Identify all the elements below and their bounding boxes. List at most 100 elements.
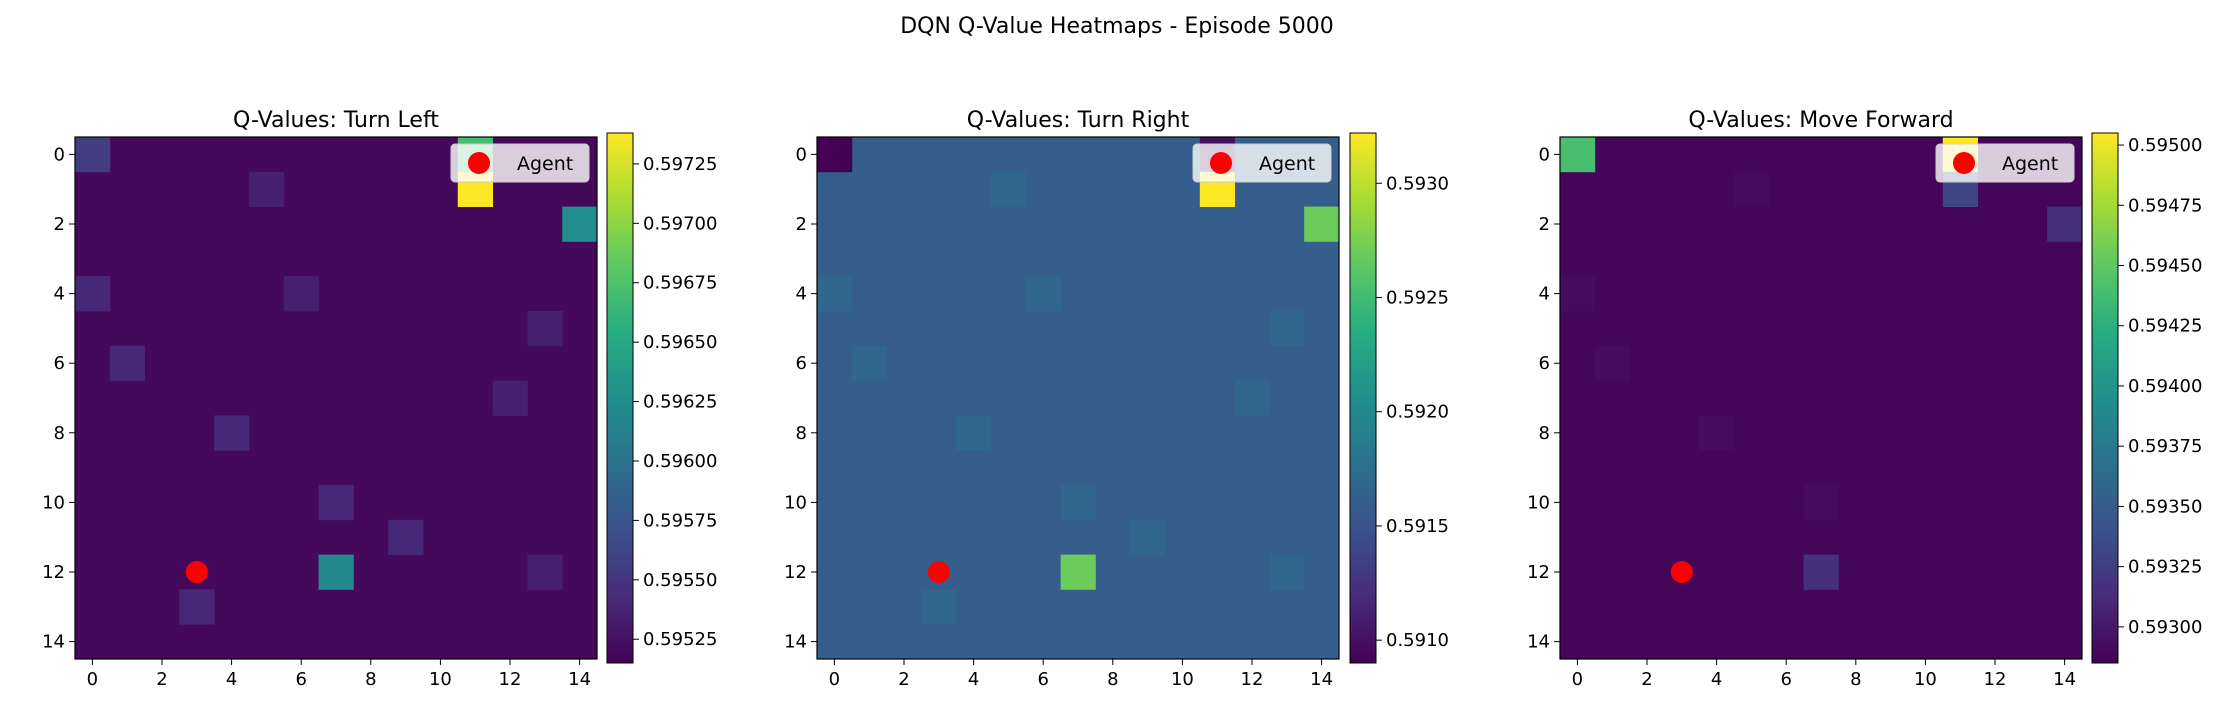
- heatmap-cell: [1025, 276, 1061, 312]
- colorbar-tick-label: 0.5915: [1386, 516, 1449, 537]
- legend: Agent: [450, 143, 590, 183]
- heatmap-cell: [75, 137, 111, 173]
- x-tick-label: 8: [365, 669, 376, 690]
- colorbar-tick-label: 0.59475: [2128, 195, 2202, 216]
- heatmap-cell: [1060, 554, 1096, 590]
- legend-label: Agent: [2002, 153, 2058, 175]
- heatmap-cell: [1130, 519, 1166, 555]
- heatmap-cell: [1594, 345, 1630, 381]
- x-tick-label: 10: [1914, 669, 1937, 690]
- heatmap-cell: [179, 589, 215, 625]
- y-tick-label: 6: [1539, 353, 1550, 374]
- x-tick-label: 10: [429, 669, 452, 690]
- axes-frame: [1559, 136, 2083, 660]
- y-tick-label: 14: [42, 632, 65, 653]
- y-tick-label: 12: [1527, 562, 1550, 583]
- heatmap-cell: [75, 276, 111, 312]
- y-tick-label: 8: [54, 423, 65, 444]
- heatmap-cell: [921, 589, 957, 625]
- x-tick-label: 4: [1711, 669, 1722, 690]
- colorbar-tick-label: 0.59550: [643, 570, 717, 591]
- heatmap-cell: [817, 137, 853, 173]
- x-tick-label: 14: [1310, 669, 1333, 690]
- heatmap-cell: [1234, 380, 1270, 416]
- y-tick-label: 4: [796, 284, 807, 305]
- y-tick-label: 12: [784, 562, 807, 583]
- colorbar-tick-label: 0.59675: [643, 273, 717, 294]
- heatmap-cell: [214, 415, 250, 451]
- x-tick-label: 6: [1037, 669, 1048, 690]
- figure-title: DQN Q-Value Heatmaps - Episode 5000: [900, 14, 1334, 39]
- y-tick-label: 8: [796, 423, 807, 444]
- colorbar-tick-label: 0.59625: [643, 392, 717, 413]
- legend-box: [450, 143, 590, 183]
- legend-agent-marker: [1210, 152, 1232, 174]
- colorbar-tick-label: 0.59525: [643, 629, 717, 650]
- heatmap-cell: [2047, 206, 2083, 242]
- y-tick-label: 10: [1527, 492, 1550, 513]
- colorbar-tick-label: 0.59375: [2128, 436, 2202, 457]
- axes-frame: [816, 136, 1340, 660]
- heatmap-cell: [1560, 276, 1596, 312]
- legend-agent-marker: [468, 152, 490, 174]
- panel-title: Q-Values: Turn Right: [967, 108, 1190, 133]
- heatmap-cell: [1560, 137, 1596, 173]
- colorbar-tick-label: 0.59650: [643, 332, 717, 353]
- y-tick-label: 2: [796, 214, 807, 235]
- heatmap-cell: [1304, 206, 1340, 242]
- panel-title: Q-Values: Move Forward: [1688, 108, 1953, 133]
- x-tick-label: 0: [829, 669, 840, 690]
- heatmap-cell: [1269, 554, 1305, 590]
- colorbar-tick-label: 0.59725: [643, 154, 717, 175]
- legend: Agent: [1192, 143, 1332, 183]
- x-tick-label: 14: [568, 669, 591, 690]
- colorbar-tick-label: 0.5920: [1386, 402, 1449, 423]
- colorbar-tick-label: 0.59300: [2128, 617, 2202, 638]
- x-tick-label: 12: [1984, 669, 2007, 690]
- colorbar-tick-label: 0.59450: [2128, 256, 2202, 277]
- x-tick-label: 4: [226, 669, 237, 690]
- colorbar: [2091, 132, 2119, 664]
- x-tick-label: 12: [1241, 669, 1264, 690]
- colorbar-tick-label: 0.5930: [1386, 173, 1449, 194]
- heatmap-cell: [492, 380, 528, 416]
- colorbar-tick-label: 0.59500: [2128, 135, 2202, 156]
- colorbar: [1349, 132, 1377, 664]
- legend-label: Agent: [517, 153, 573, 175]
- heatmap-cell: [817, 276, 853, 312]
- heatmap-cell: [956, 415, 992, 451]
- heatmap-cell: [249, 171, 285, 207]
- x-tick-label: 0: [87, 669, 98, 690]
- legend-label: Agent: [1259, 153, 1315, 175]
- colorbar-tick-label: 0.59325: [2128, 557, 2202, 578]
- heatmap-cell: [1734, 171, 1770, 207]
- y-tick-label: 10: [784, 492, 807, 513]
- y-tick-label: 14: [784, 632, 807, 653]
- x-tick-label: 2: [898, 669, 909, 690]
- heatmap-panel-2: Q-Values: Turn Right 0 2 4 6 8 10 12 14 0 2 4 6 8 10 12…: [784, 108, 1449, 690]
- heatmap-cell: [318, 485, 354, 521]
- y-tick-label: 4: [1539, 284, 1550, 305]
- x-tick-label: 10: [1171, 669, 1194, 690]
- y-tick-label: 12: [42, 562, 65, 583]
- y-tick-label: 0: [1539, 144, 1550, 165]
- y-tick-label: 10: [42, 492, 65, 513]
- heatmap-panel-1: Q-Values: Turn Left 0 2 4 6 8 10 12 14 0 2 4 6 8 10 12 1…: [42, 108, 717, 690]
- y-tick-label: 14: [1527, 632, 1550, 653]
- agent-marker: [185, 561, 208, 583]
- y-tick-label: 8: [1539, 423, 1550, 444]
- heatmap-cell: [527, 554, 563, 590]
- heatmap-cell: [318, 554, 354, 590]
- x-tick-label: 12: [499, 669, 522, 690]
- x-tick-label: 14: [2053, 669, 2076, 690]
- heatmap-cell: [991, 171, 1027, 207]
- legend-agent-marker: [1953, 152, 1975, 174]
- colorbar-tick-label: 0.59400: [2128, 376, 2202, 397]
- heatmap-cell: [1269, 311, 1305, 347]
- x-tick-label: 2: [1641, 669, 1652, 690]
- legend: Agent: [1935, 143, 2075, 183]
- y-tick-label: 2: [54, 214, 65, 235]
- colorbar-tick-label: 0.59575: [643, 510, 717, 531]
- x-tick-label: 4: [968, 669, 979, 690]
